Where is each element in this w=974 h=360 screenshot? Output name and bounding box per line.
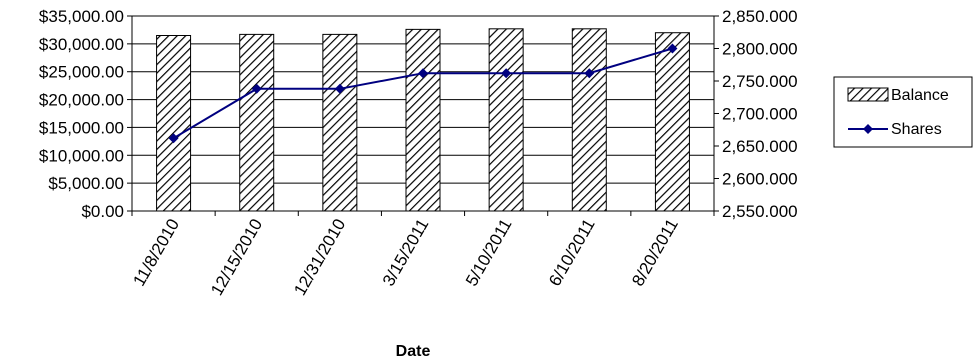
x-axis-title: Date	[396, 343, 431, 360]
left-tick-label: $25,000.00	[39, 63, 124, 82]
right-tick-label: 2,600.000	[722, 170, 798, 189]
left-tick-label: $20,000.00	[39, 91, 124, 110]
x-tick-label: 12/31/2010	[290, 216, 349, 299]
left-tick-label: $15,000.00	[39, 118, 124, 137]
right-tick-label: 2,750.000	[722, 72, 798, 91]
point-shares-5	[584, 68, 595, 79]
bar-balance-4	[488, 28, 524, 212]
left-tick-label: $0.00	[81, 202, 124, 221]
shares-line	[168, 43, 678, 144]
bar-balance-6	[654, 32, 690, 212]
point-shares-1	[251, 83, 262, 94]
legend-balance-swatch	[847, 87, 889, 102]
legend-shares-marker	[863, 124, 873, 134]
bar-balance-5	[571, 28, 607, 212]
x-tick-label: 3/15/2011	[379, 216, 433, 290]
right-tick-label: 2,850.000	[722, 7, 798, 26]
bar-balance-1	[239, 33, 275, 212]
left-tick-label: $5,000.00	[48, 174, 124, 193]
left-axis-ticks: $0.00 $5,000.00 $10,000.00 $15,000.00 $20,00…	[39, 7, 132, 221]
right-tick-label: 2,650.000	[722, 137, 798, 156]
left-tick-label: $10,000.00	[39, 146, 124, 165]
legend-shares-label: Shares	[891, 121, 942, 138]
x-tick-label: 5/10/2011	[462, 216, 516, 290]
legend-balance-label: Balance	[891, 87, 949, 104]
right-tick-label: 2,800.000	[722, 40, 798, 59]
point-shares-0	[168, 133, 179, 144]
x-tick-label: 8/20/2011	[628, 216, 682, 290]
left-tick-label: $30,000.00	[39, 35, 124, 54]
x-axis-ticks: 11/8/2010 12/15/2010 12/31/2010 3/15/2011 5/…	[129, 216, 681, 299]
balance-bars	[156, 28, 690, 212]
right-tick-label: 2,550.000	[722, 202, 798, 221]
right-axis-ticks: 2,550.000 2,600.000 2,650.000 2,700.000 2,75…	[714, 7, 798, 221]
point-shares-2	[334, 83, 345, 94]
bar-balance-0	[156, 35, 192, 212]
x-tick-label: 6/10/2011	[545, 216, 599, 290]
bar-balance-2	[322, 33, 358, 212]
x-tick-label: 11/8/2010	[129, 216, 183, 290]
point-shares-6	[667, 43, 678, 54]
x-tick-label: 12/15/2010	[207, 216, 266, 299]
right-tick-label: 2,700.000	[722, 105, 798, 124]
point-shares-3	[418, 68, 428, 79]
bar-balance-3	[405, 28, 441, 212]
left-tick-label: $35,000.00	[39, 7, 124, 26]
point-shares-4	[501, 68, 512, 79]
legend: Balance Shares	[833, 76, 973, 148]
